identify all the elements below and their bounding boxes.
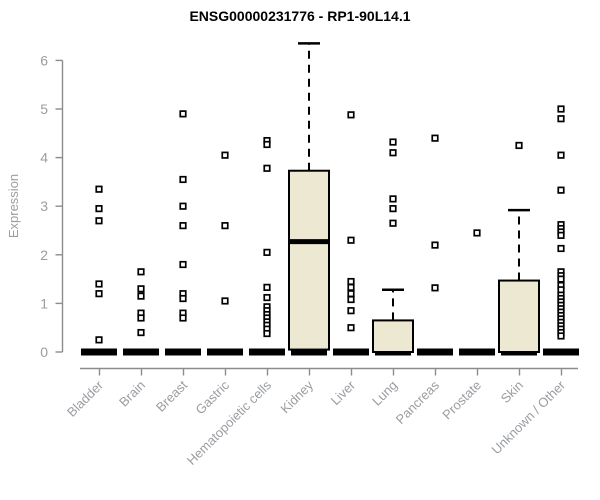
outlier-point <box>137 328 145 337</box>
outlier-point <box>389 205 397 213</box>
outlier-point <box>347 307 355 315</box>
outlier-point <box>431 241 439 249</box>
x-tick-label: Prostate <box>439 378 484 423</box>
outlier-point <box>179 314 187 322</box>
outlier-point <box>137 268 145 276</box>
iqr-box <box>288 169 330 351</box>
outlier-point <box>347 283 355 291</box>
outlier-point <box>557 332 565 340</box>
x-tick-label: Breast <box>153 377 190 414</box>
x-tick-label: Brain <box>116 378 148 410</box>
outlier-point <box>389 195 397 203</box>
outlier-point <box>389 149 397 157</box>
outlier-point <box>221 297 229 305</box>
outlier-point <box>221 222 229 230</box>
outlier-point <box>263 329 271 338</box>
outlier-point <box>557 105 565 113</box>
outlier-point <box>179 222 187 230</box>
outlier-point <box>179 294 187 303</box>
outlier-point <box>263 293 271 302</box>
zero-bar <box>81 348 117 356</box>
y-tick-label: 4 <box>40 150 48 166</box>
outlier-point <box>557 231 565 239</box>
x-tick-label: Unknown / Other <box>489 377 569 457</box>
outlier-point <box>347 111 355 119</box>
outlier-point <box>137 292 145 300</box>
y-tick-label: 5 <box>40 101 48 117</box>
outlier-point <box>95 336 103 344</box>
y-tick-label: 0 <box>40 344 48 360</box>
x-tick-label: Liver <box>328 377 359 408</box>
zero-bar <box>333 348 369 356</box>
outlier-point <box>389 219 397 227</box>
outlier-point <box>95 217 103 225</box>
x-tick-label: Pancreas <box>393 377 443 427</box>
y-tick-label: 3 <box>40 198 48 214</box>
zero-bar <box>459 348 495 356</box>
outlier-point <box>347 290 355 298</box>
zero-bar <box>207 348 243 356</box>
outlier-point <box>431 134 439 142</box>
outlier-point <box>557 151 565 159</box>
outlier-point <box>431 284 439 292</box>
outlier-point <box>179 175 187 184</box>
outlier-point <box>263 283 271 291</box>
outlier-point <box>557 244 565 253</box>
outlier-point <box>221 151 229 159</box>
outlier-point <box>137 285 145 293</box>
zero-bar <box>417 348 453 356</box>
outlier-point <box>557 275 565 283</box>
outlier-point <box>557 115 565 123</box>
outlier-point <box>263 248 271 256</box>
zero-bar <box>291 348 327 356</box>
outlier-point <box>137 314 145 322</box>
outlier-point <box>179 110 187 118</box>
outlier-point <box>263 140 271 149</box>
outlier-point <box>557 186 565 194</box>
outlier-point <box>347 277 355 286</box>
y-tick-label: 2 <box>40 247 48 263</box>
y-tick-label: 1 <box>40 295 48 311</box>
outlier-point <box>347 236 355 244</box>
outlier-point <box>473 229 481 237</box>
iqr-box <box>498 279 540 354</box>
zero-bar <box>543 348 579 356</box>
iqr-box <box>372 319 414 354</box>
outlier-point <box>95 205 103 213</box>
outlier-point <box>95 185 103 193</box>
x-tick-label: Gastric <box>192 377 232 417</box>
outlier-point <box>347 324 355 332</box>
x-tick-label: Lung <box>369 378 400 409</box>
outlier-point <box>347 295 355 304</box>
outlier-point <box>95 290 103 298</box>
zero-bar <box>123 348 159 356</box>
outlier-point <box>179 260 187 269</box>
x-tick-label: Bladder <box>64 377 107 420</box>
outlier-point <box>179 202 187 210</box>
outlier-point <box>263 164 271 172</box>
outlier-point <box>515 141 523 150</box>
outlier-point <box>389 138 397 146</box>
y-tick-label: 6 <box>40 52 48 68</box>
chart-title: ENSG00000231776 - RP1-90L14.1 <box>189 8 411 24</box>
x-tick-label: Kidney <box>277 377 316 416</box>
x-tick-label: Skin <box>498 378 526 406</box>
zero-bar <box>249 348 285 356</box>
zero-bar <box>165 348 201 356</box>
outlier-point <box>95 280 103 288</box>
